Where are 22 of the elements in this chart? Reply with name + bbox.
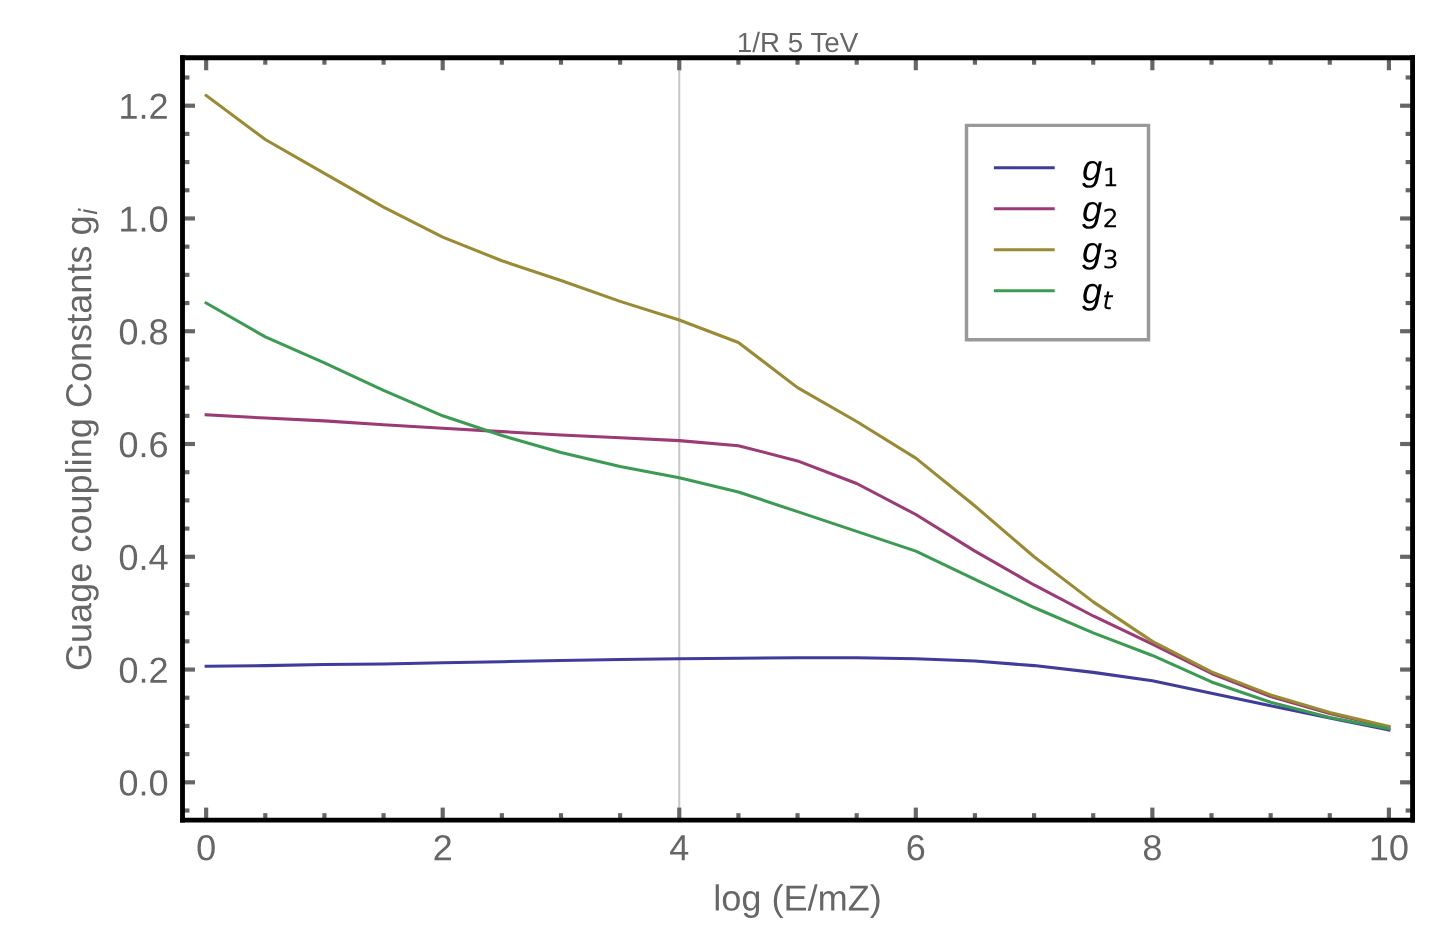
y-tick-label: 1.2	[121, 93, 167, 119]
y-tick-label: 1.0	[121, 206, 168, 232]
y-tick-label: 0.4	[119, 544, 168, 571]
y-tick-label: 0.0	[119, 770, 168, 796]
y-tick-label: 0.8	[119, 319, 168, 345]
x-axis-title: log (E/mZ)	[715, 884, 880, 918]
legend-label: g$_{3}$	[1082, 242, 1117, 270]
chart-title: 1/R 5 TeV	[738, 31, 859, 53]
x-tick-label: 2	[434, 834, 451, 861]
line-series	[204, 94, 1391, 729]
x-tick-label: 6	[907, 834, 925, 861]
y-tick-label: 0.6	[119, 431, 168, 458]
x-tick-label: 4	[670, 835, 689, 861]
y-tick-label: 0.2	[119, 657, 167, 683]
legend-label: g$_{t}$	[1082, 283, 1114, 311]
line-series	[204, 656, 1391, 732]
legend-label: g$_{1}$	[1082, 160, 1117, 188]
x-tick-label: 0	[197, 834, 215, 861]
x-tick-label: 10	[1371, 834, 1408, 861]
legend-label: g$_{2}$	[1082, 201, 1117, 229]
x-tick-label: 8	[1143, 834, 1161, 861]
y-axis-title: Guage coupling Constants g$_{i}$	[65, 208, 99, 670]
